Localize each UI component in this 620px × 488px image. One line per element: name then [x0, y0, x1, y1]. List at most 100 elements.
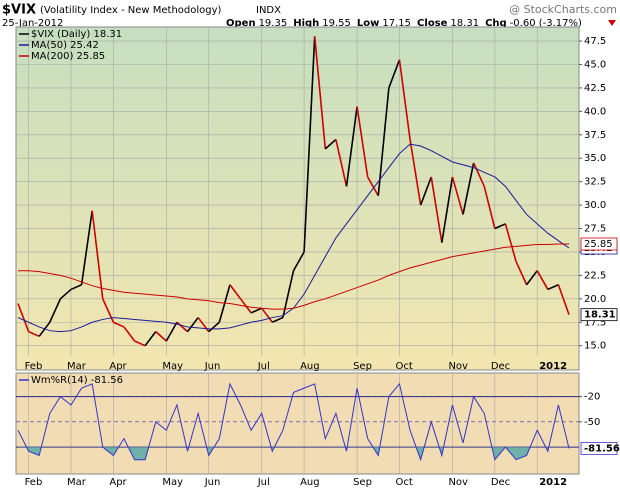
x-tick-label: Dec — [491, 477, 510, 488]
x-tick-label: May — [162, 361, 183, 372]
price-segment — [28, 330, 40, 338]
x-tick-label: Apr — [109, 361, 127, 372]
x-tick-label: Mar — [67, 477, 87, 488]
price-segment — [91, 210, 104, 299]
price-segment — [398, 59, 411, 140]
y-tick-label: 45.0 — [584, 59, 606, 70]
y-tick-label: 40.0 — [584, 106, 606, 117]
last-value-label: -81.56 — [584, 443, 620, 454]
symbol-name: (Volatility Index - New Methodology) — [40, 5, 222, 16]
last-value-box — [580, 237, 618, 251]
x-tick-label: Sep — [353, 361, 372, 372]
price-segment — [335, 139, 348, 187]
x-tick-label: Feb — [25, 361, 43, 372]
price-segment — [186, 317, 199, 333]
y-tick-label: 32.5 — [584, 177, 606, 188]
x-tick-label: Nov — [448, 477, 468, 488]
x-tick-label: Feb — [25, 477, 43, 488]
oversold-area — [18, 447, 569, 460]
price-segment — [451, 176, 464, 215]
price-segment — [282, 270, 295, 318]
price-segment — [366, 176, 379, 197]
series-line — [18, 243, 569, 310]
quote-value: 17.15 — [382, 18, 411, 29]
price-segment — [324, 138, 337, 150]
price-segment — [113, 321, 125, 328]
price-segment — [165, 321, 178, 342]
price-segment — [430, 176, 443, 243]
x-tick-label: Jul — [257, 361, 270, 372]
price-segment — [250, 307, 263, 314]
price-segment — [70, 284, 82, 291]
price-segment — [547, 284, 559, 291]
price-segment — [271, 316, 284, 323]
quote-label: Chg — [485, 18, 507, 29]
x-tick-label: Dec — [491, 361, 510, 372]
price-segment — [208, 321, 220, 333]
x-tick-label: Oct — [395, 361, 412, 372]
y-tick-label: 27.5 — [584, 224, 606, 235]
y-tick-label: 17.5 — [584, 317, 606, 328]
x-tick-label: 2012 — [539, 477, 567, 488]
x-tick-label: Jul — [257, 477, 270, 488]
series-line — [17, 382, 570, 462]
price-segment — [419, 176, 432, 206]
x-tick-label: Jun — [204, 361, 221, 372]
price-segment — [17, 303, 30, 332]
quote: Open 19.35 High 19.55 Low 17.15 Close 18.31 Chg -… — [226, 18, 582, 29]
y-tick-label: 20.0 — [584, 294, 606, 305]
y-tick-label: 30.0 — [584, 200, 606, 211]
price-segment — [49, 298, 62, 323]
price-segment — [313, 36, 327, 149]
legend-label: $VIX (Daily) 18.31 — [31, 29, 122, 40]
legend-label: MA(200) 25.85 — [31, 51, 105, 62]
quote-label: Open — [226, 18, 256, 29]
last-value-label: 18.31 — [584, 310, 616, 321]
price-segment — [462, 162, 475, 215]
price-segment — [525, 270, 538, 286]
price-segment — [176, 321, 189, 333]
x-tick-label: 2012 — [539, 361, 567, 372]
x-tick-label: Jun — [204, 477, 221, 488]
legend-label: MA(50) 25.42 — [31, 40, 99, 51]
last-value-box — [580, 441, 618, 455]
price-segment — [80, 210, 93, 285]
price-segment — [409, 139, 422, 206]
price-segment — [155, 331, 167, 342]
price-segment — [388, 59, 401, 89]
price-segment — [229, 284, 242, 300]
y-tick-label: -50 — [584, 417, 600, 428]
credit: @ StockCharts.com — [509, 3, 617, 16]
y-tick-label: 15.0 — [584, 341, 606, 352]
price-segment — [261, 307, 273, 323]
y-tick-label: 37.5 — [584, 130, 606, 141]
price-segment — [345, 106, 358, 187]
change-arrow — [608, 20, 616, 26]
exchange: INDX — [256, 5, 281, 16]
quote-value: 19.35 — [259, 18, 288, 29]
x-tick-label: May — [162, 477, 183, 488]
price-segment — [292, 251, 305, 272]
x-tick-label: Oct — [395, 477, 412, 488]
price-segment — [494, 223, 506, 230]
price-segment — [515, 261, 528, 286]
x-tick-label: Aug — [300, 361, 320, 372]
quote-label: High — [293, 18, 319, 29]
y-tick-label: 42.5 — [584, 83, 606, 94]
x-tick-label: Sep — [353, 477, 372, 488]
price-segment — [536, 270, 549, 290]
price-segment — [144, 331, 157, 347]
quote-value: 18.31 — [450, 18, 479, 29]
plot-background — [15, 372, 580, 475]
price-segment — [197, 317, 210, 333]
legend-label: Wm%R(14) -81.56 — [31, 375, 123, 386]
price-segment — [123, 326, 136, 342]
price-segment — [377, 87, 390, 196]
x-tick-label: Nov — [448, 361, 468, 372]
x-tick-label: Aug — [300, 477, 320, 488]
last-value-label: 25.85 — [584, 239, 613, 250]
price-segment — [303, 36, 316, 252]
price-segment — [483, 186, 496, 229]
quote-label: Low — [357, 18, 379, 29]
